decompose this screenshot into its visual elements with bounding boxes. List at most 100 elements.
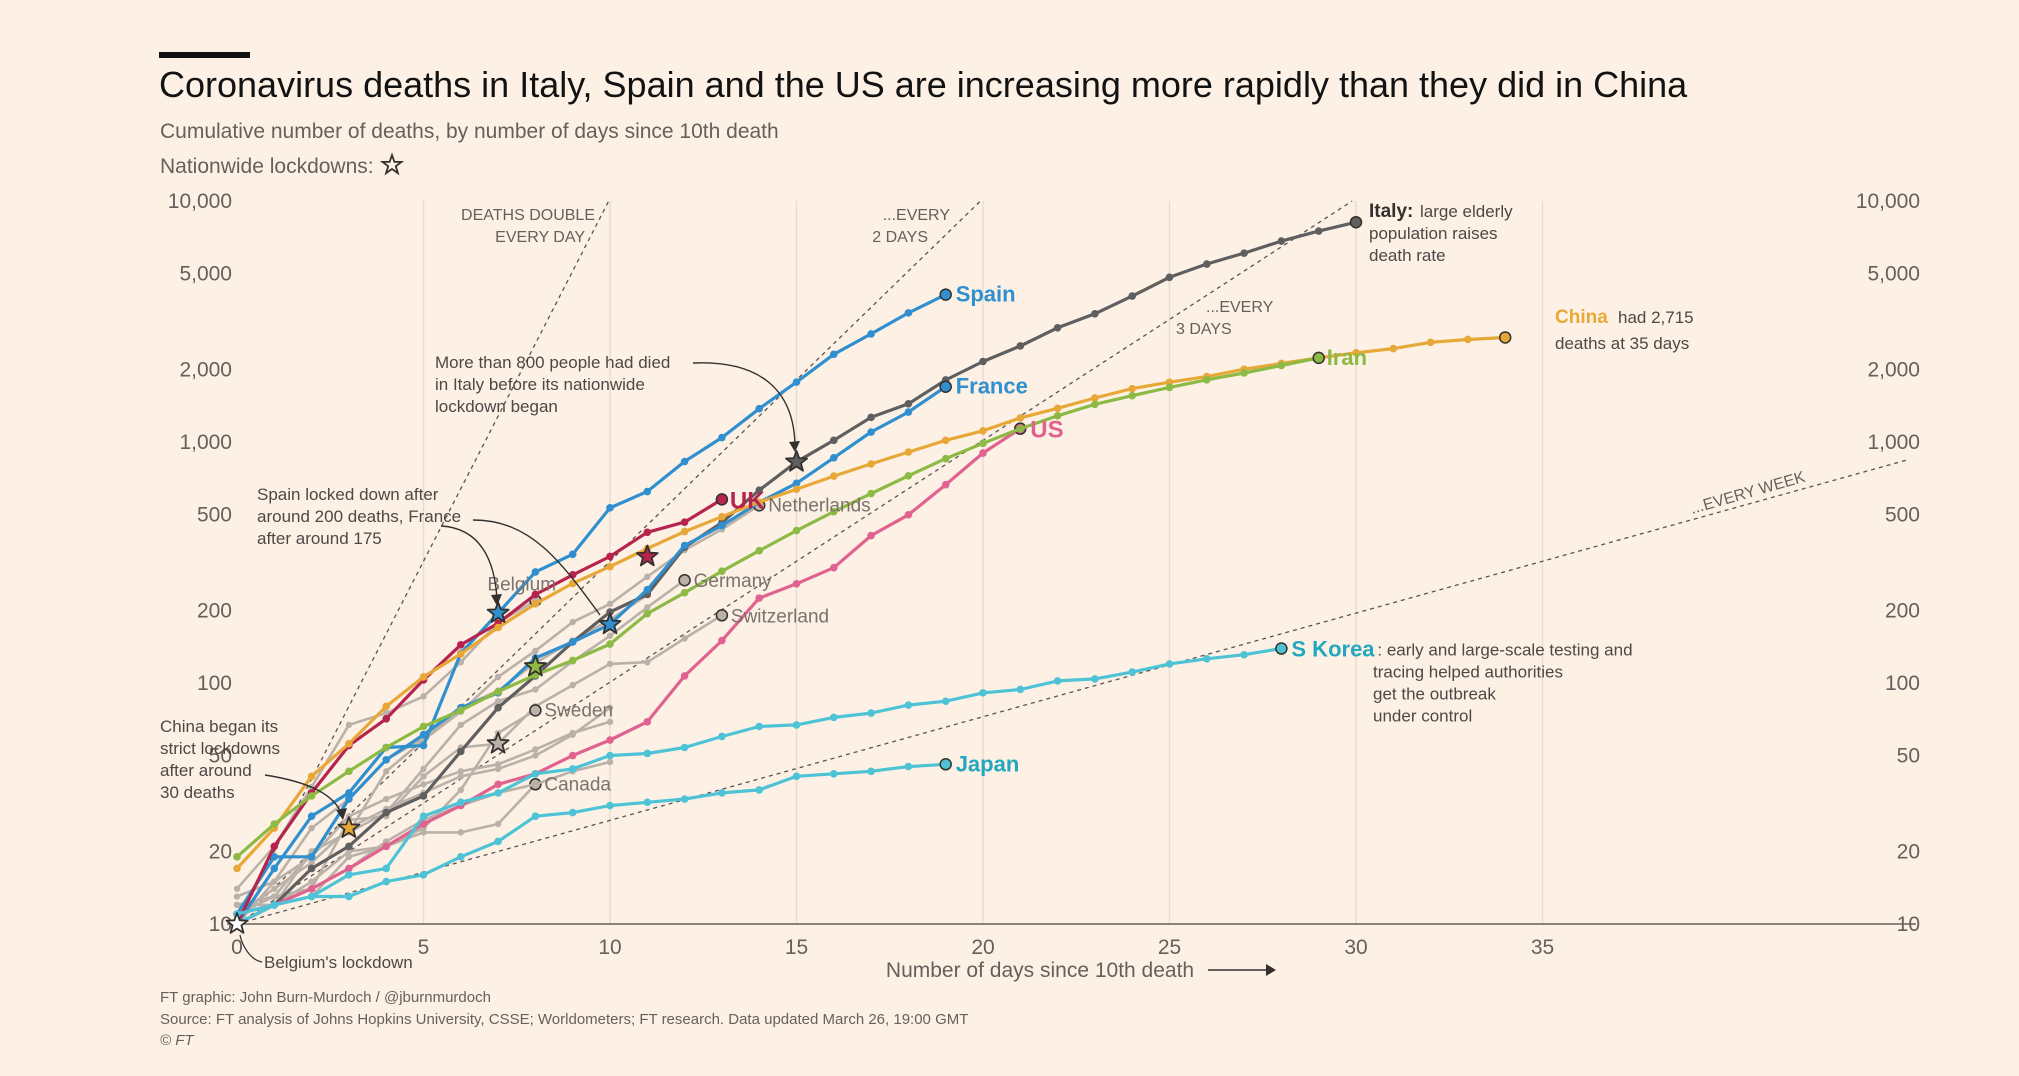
star-icon xyxy=(379,152,404,176)
data-point xyxy=(792,772,801,781)
data-point xyxy=(420,765,427,773)
y-tick-label-left: 50 xyxy=(209,745,232,768)
data-point xyxy=(345,848,353,855)
data-point xyxy=(643,585,652,594)
data-point xyxy=(568,808,577,817)
series-line xyxy=(235,293,947,925)
data-point xyxy=(233,864,241,873)
data-point xyxy=(792,479,801,488)
y-tick-label-right: 10 xyxy=(1897,913,1920,936)
data-point xyxy=(494,673,502,681)
data-point xyxy=(531,600,540,608)
x-tick-label: 30 xyxy=(1344,936,1367,959)
data-point xyxy=(457,853,465,861)
data-point xyxy=(457,650,465,658)
data-point xyxy=(904,472,913,480)
data-point xyxy=(457,829,464,836)
data-point xyxy=(419,730,428,739)
italy-annotation-line: More than 800 people had died xyxy=(435,353,670,372)
data-point xyxy=(792,579,801,588)
data-point xyxy=(419,820,428,828)
data-point xyxy=(307,864,316,873)
data-point xyxy=(233,885,241,892)
data-point xyxy=(718,636,726,645)
data-point xyxy=(606,552,614,561)
spain-annotation-line: around 200 deaths, France xyxy=(257,507,461,526)
data-point xyxy=(494,703,502,712)
data-point xyxy=(606,632,614,639)
data-point xyxy=(680,795,689,803)
data-point xyxy=(420,829,427,836)
lockdown-legend-label: Nationwide lockdowns: xyxy=(160,155,374,178)
data-point xyxy=(755,546,763,555)
data-point xyxy=(830,713,838,722)
data-point xyxy=(979,449,987,457)
data-point xyxy=(457,773,464,780)
data-point xyxy=(345,842,353,851)
spain-annotation-line: after around 175 xyxy=(257,529,382,548)
data-point xyxy=(382,743,391,752)
data-point xyxy=(270,901,279,909)
lockdown-star-icon xyxy=(524,654,547,677)
data-point xyxy=(904,309,913,317)
data-point xyxy=(569,618,576,626)
data-point xyxy=(718,433,726,442)
data-point xyxy=(270,853,279,861)
series-line xyxy=(236,646,1282,916)
data-point xyxy=(643,749,652,758)
data-point xyxy=(270,820,279,828)
data-point xyxy=(979,426,987,435)
x-tick-label: 15 xyxy=(785,936,808,959)
data-point xyxy=(568,751,577,760)
doubling-label-line1: ...EVERY xyxy=(883,207,951,224)
data-point xyxy=(643,528,652,537)
data-point xyxy=(419,741,428,750)
data-point xyxy=(308,824,315,832)
data-point xyxy=(867,531,875,540)
data-point xyxy=(904,399,913,408)
data-point xyxy=(345,864,353,873)
italy-annotation-arrow xyxy=(692,362,796,449)
data-point xyxy=(755,594,763,602)
data-point xyxy=(941,697,950,706)
data-point xyxy=(568,550,577,559)
italy-note-line: death rate xyxy=(1369,246,1446,265)
y-tick-label-right: 500 xyxy=(1885,504,1920,527)
data-point xyxy=(532,647,539,655)
data-point xyxy=(681,635,688,642)
y-tick-label-left: 5,000 xyxy=(179,263,232,286)
data-point xyxy=(1053,404,1062,413)
series-label-belgium: Belgium xyxy=(487,574,556,595)
data-point xyxy=(271,885,278,892)
data-point xyxy=(457,641,465,649)
data-point xyxy=(643,487,652,496)
data-point xyxy=(569,731,576,738)
data-point xyxy=(979,689,987,697)
y-tick-label-right: 2,000 xyxy=(1867,358,1920,381)
spain-annotation-arrow xyxy=(440,525,498,601)
y-tick-label-left: 20 xyxy=(209,840,232,863)
belgium-annotation-label: Belgium's lockdown xyxy=(264,953,413,972)
series-label-switzerland: Switzerland xyxy=(731,606,829,627)
lockdown-star-icon xyxy=(337,816,361,838)
data-point xyxy=(270,842,279,851)
data-point xyxy=(680,588,689,597)
y-tick-label-left: 10,000 xyxy=(168,190,232,213)
data-point xyxy=(419,792,428,800)
data-point xyxy=(755,486,763,494)
data-point xyxy=(271,878,278,885)
italy-note-line: large elderly xyxy=(1420,202,1513,221)
data-point xyxy=(457,798,465,807)
data-point xyxy=(680,527,689,536)
data-point xyxy=(1165,383,1174,392)
series-label-spain: Spain xyxy=(956,282,1016,307)
data-point xyxy=(830,507,838,516)
data-point xyxy=(1091,400,1099,409)
y-tick-label-left: 2,000 xyxy=(179,358,232,381)
data-point xyxy=(382,756,391,764)
data-point xyxy=(830,436,838,445)
data-point xyxy=(718,512,726,521)
data-point xyxy=(494,687,502,696)
data-point xyxy=(383,795,390,803)
series-line xyxy=(235,385,947,915)
